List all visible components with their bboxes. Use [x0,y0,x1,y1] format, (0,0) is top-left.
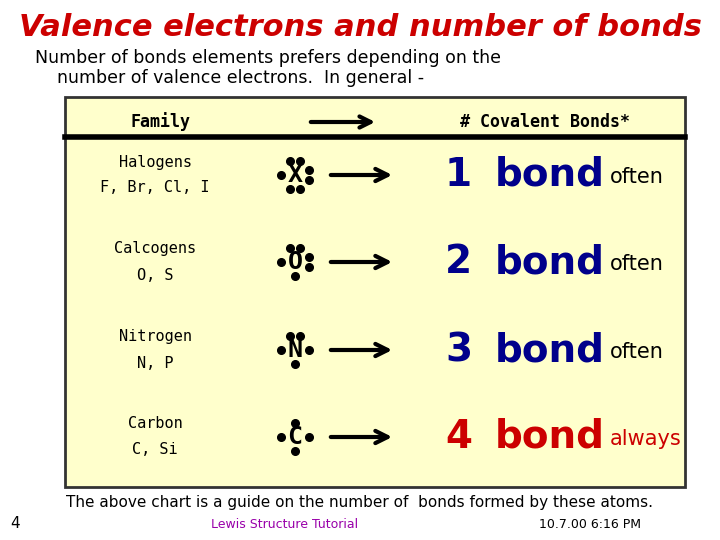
Text: C: C [287,425,302,449]
Text: Family: Family [130,112,190,132]
Text: # Covalent Bonds*: # Covalent Bonds* [460,113,630,131]
Text: O, S: O, S [137,267,174,282]
Text: Lewis Structure Tutorial: Lewis Structure Tutorial [212,517,359,530]
Text: bond: bond [495,243,605,281]
Text: often: often [610,167,664,187]
Text: Halogens: Halogens [119,154,192,170]
Text: 4: 4 [10,516,19,531]
Text: Calcogens: Calcogens [114,241,196,256]
Text: bond: bond [495,418,605,456]
Text: F, Br, Cl, I: F, Br, Cl, I [100,180,210,195]
Text: The above chart is a guide on the number of  bonds formed by these atoms.: The above chart is a guide on the number… [66,496,654,510]
Bar [65,97,685,487]
Text: Valence electrons and number of bonds: Valence electrons and number of bonds [19,12,701,42]
Text: bond: bond [495,156,605,194]
Text: number of valence electrons.  In general -: number of valence electrons. In general … [35,69,424,87]
Text: bond: bond [495,331,605,369]
Text: 2: 2 [445,243,472,281]
Text: 4: 4 [445,418,472,456]
Text: Number of bonds elements prefers depending on the: Number of bonds elements prefers dependi… [35,49,501,67]
Text: Nitrogen: Nitrogen [119,329,192,345]
Text: C, Si: C, Si [132,442,178,457]
Text: often: often [610,342,664,362]
Text: N, P: N, P [137,355,174,370]
Text: X: X [287,163,302,187]
Text: Carbon: Carbon [127,416,182,431]
Text: 10.7.00 6:16 PM: 10.7.00 6:16 PM [539,517,641,530]
Text: O: O [287,250,302,274]
Text: always: always [610,429,682,449]
Text: N: N [287,338,302,362]
Text: 3: 3 [445,331,472,369]
Text: often: often [610,254,664,274]
Text: 1: 1 [445,156,472,194]
